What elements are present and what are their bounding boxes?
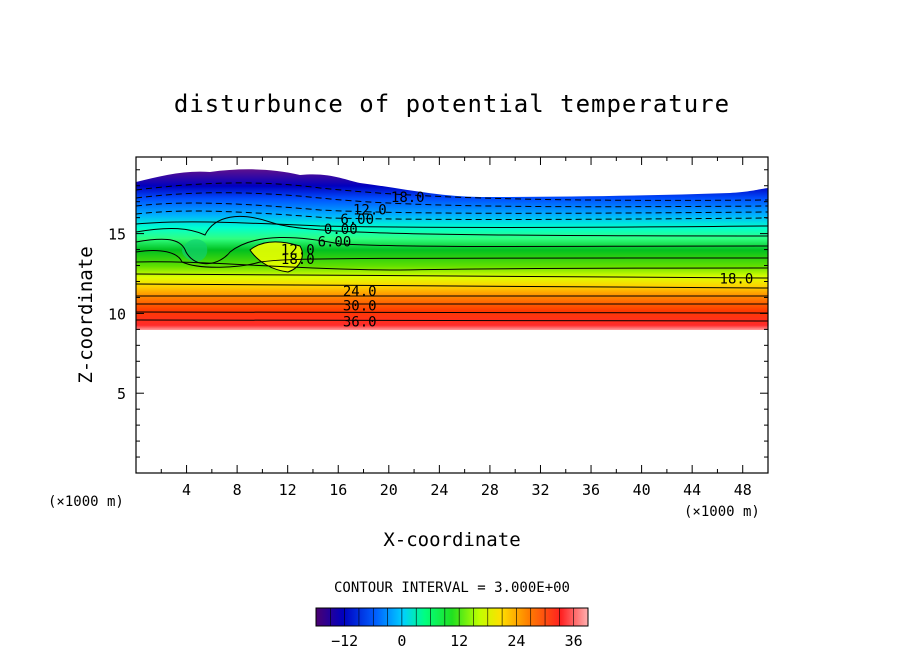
x-tick-label: 4	[182, 481, 191, 499]
contour-line	[249, 241, 303, 273]
x-tick-label: 44	[683, 481, 701, 499]
x-tick-label: 32	[531, 481, 549, 499]
contour-label: 0.00	[324, 222, 358, 238]
x-tick-label: 24	[430, 481, 448, 499]
contour-label: 18.0	[720, 271, 754, 287]
contour-line	[136, 202, 768, 214]
contour-interval-label: CONTOUR INTERVAL = 3.000E+00	[334, 580, 570, 596]
x-axis-ticks: 4 8 12 16 20 24 28 32 36 40 44 48	[160, 157, 769, 499]
x-tick-label: 36	[582, 481, 600, 499]
y-tick-label: 15	[108, 226, 126, 244]
contour-label: 18.0	[391, 190, 425, 206]
x-axis-label: X-coordinate	[383, 529, 520, 551]
contour-labels: 18.012.06.000.006.0012.018.018.024.030.0…	[281, 190, 753, 330]
contour-line	[136, 273, 768, 279]
x-tick-label: 40	[633, 481, 651, 499]
y-axis-label: Z-coordinate	[75, 246, 97, 383]
y-tick-label: 10	[108, 305, 126, 323]
colorbar-tick-label: 12	[450, 632, 468, 650]
chart-title: disturbunce of potential temperature	[174, 90, 730, 118]
contour-line	[136, 319, 768, 322]
contour-label: 6.00	[340, 212, 374, 228]
contour-line	[136, 236, 768, 265]
plot-frame	[135, 156, 769, 474]
contour-field	[136, 169, 768, 330]
contour-label: 12.0	[353, 203, 387, 219]
contour-line	[136, 311, 768, 314]
contour-label: 36.0	[343, 314, 377, 330]
x-tick-label: 16	[329, 481, 347, 499]
x-tick-label: 20	[380, 481, 398, 499]
x-tick-label: 12	[279, 481, 297, 499]
x-tick-label: 48	[734, 481, 752, 499]
contour-line	[136, 249, 768, 268]
colorbar-tick-label: 0	[397, 632, 406, 650]
colorbar-tick-label: −12	[331, 632, 358, 650]
contour-line	[136, 261, 768, 271]
contour-line	[136, 283, 768, 289]
x-axis-unit: (×1000 m)	[684, 504, 760, 520]
y-tick-label: 5	[117, 385, 126, 403]
contour-lines	[136, 182, 768, 322]
colorbar-ticks: −12 0 12 24 36	[315, 608, 589, 650]
contour-label: 24.0	[343, 284, 377, 300]
contour-label: 12.0	[281, 243, 315, 259]
colorbar	[315, 607, 589, 627]
contour-line	[136, 210, 768, 220]
colorbar-tick-label: 24	[507, 632, 525, 650]
x-tick-label: 8	[233, 481, 242, 499]
contour-line	[136, 215, 768, 237]
field-fill	[136, 169, 768, 330]
y-axis-ticks: 5 10 15	[108, 169, 768, 458]
colorbar-tick-label: 36	[565, 632, 583, 650]
warm-anomaly	[250, 241, 303, 272]
contour-label: 30.0	[343, 298, 377, 314]
contour-label: 18.0	[281, 252, 315, 268]
contour-label: 6.00	[318, 235, 352, 251]
contour-line	[136, 221, 768, 228]
y-axis-unit: (×1000 m)	[48, 494, 124, 510]
x-tick-label: 28	[481, 481, 499, 499]
